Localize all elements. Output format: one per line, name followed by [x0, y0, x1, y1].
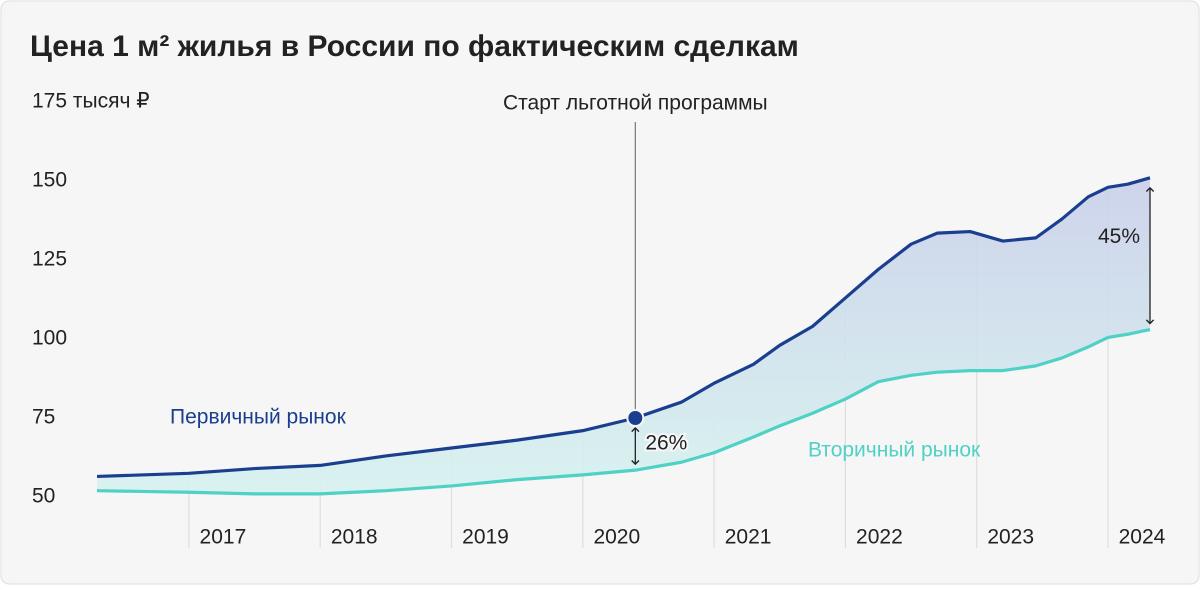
- series-label: Первичный рынок: [170, 406, 347, 429]
- y-tick-label: 50: [32, 485, 55, 508]
- chart-title: Цена 1 м² жилья в России по фактическим …: [30, 30, 799, 63]
- series-line: [96, 327, 1151, 496]
- x-tick-label: 2021: [725, 526, 772, 549]
- x-tick-label: 2019: [462, 526, 509, 549]
- event-label: Старт льготной программы: [503, 92, 768, 115]
- series-line: [96, 176, 1151, 479]
- y-tick-label: 100: [32, 327, 67, 350]
- y-tick-label: 150: [32, 169, 67, 192]
- y-tick-label: 125: [32, 248, 67, 271]
- x-tick-label: 2020: [593, 526, 640, 549]
- gap-label: 26%: [645, 432, 687, 455]
- x-tick-label: 2023: [987, 526, 1034, 549]
- x-tick-label: 2018: [331, 526, 378, 549]
- x-tick-label: 2017: [200, 526, 247, 549]
- x-tick-label: 2024: [1119, 526, 1166, 549]
- series-label: Вторичный рынок: [808, 439, 981, 462]
- gap-label: 45%: [1098, 225, 1140, 248]
- x-tick-label: 2022: [856, 526, 903, 549]
- y-tick-label: 75: [32, 406, 55, 429]
- y-tick-label: 175 тысяч ₽: [32, 90, 150, 113]
- gap-area: [97, 177, 1150, 494]
- event-dot: [626, 409, 645, 427]
